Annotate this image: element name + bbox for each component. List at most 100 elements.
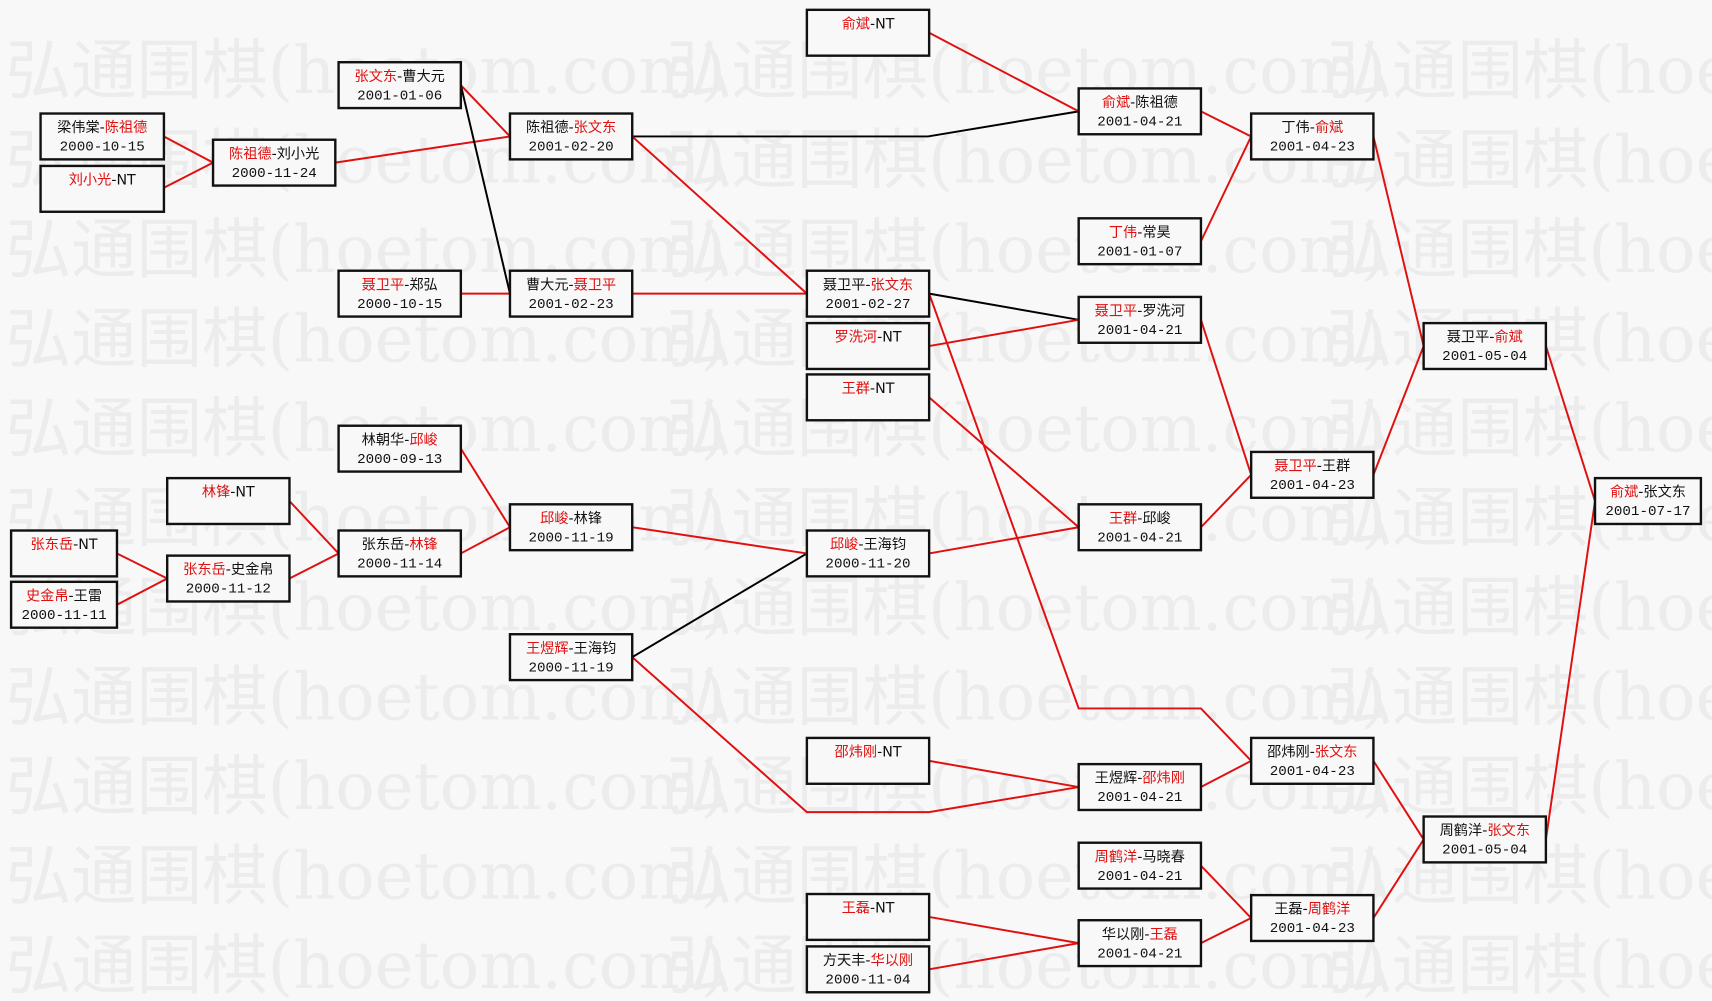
match-box[interactable]: 邵炜刚-张文东 2001-04-23 [1249,736,1375,785]
match-players: 曹大元-聂卫平 [526,277,616,293]
separator: - [1130,95,1135,111]
separator: - [100,120,105,136]
winner-connector-line [1200,319,1253,476]
player-name: 华以刚 [1102,927,1145,943]
separator: - [69,588,74,604]
match-box[interactable]: 周鹤洋-张文东 2001-05-04 [1422,815,1548,864]
match-date: 2001-02-23 [529,297,614,313]
separator: - [73,537,78,553]
match-box[interactable]: 张东岳-史金帛 2000-11-12 [165,554,291,603]
match-box[interactable]: 俞斌-陈祖德 2001-04-21 [1077,87,1203,136]
winner-connector-line [1200,759,1252,788]
player-name: 张东岳 [362,537,405,553]
match-players: 王群-邱峻 [1109,511,1171,527]
match-box[interactable]: 刘小光-NT [39,164,166,213]
match-players: 王群-NT [842,381,895,397]
player-name: 刘小光 [277,146,320,162]
winner-name: 王磊 [842,901,870,917]
match-players: 罗洗河-NT [835,330,902,346]
match-box[interactable]: 罗洗河-NT [805,321,931,371]
match-date: 2000-10-15 [357,297,442,313]
match-date: 2001-04-21 [1097,530,1182,546]
separator: - [404,432,409,448]
winner-name: 张东岳 [183,562,226,578]
match-box[interactable]: 王磊-周鹤洋 2001-04-23 [1249,893,1375,943]
player-name: NT [116,172,136,188]
winner-name: 王群 [1109,511,1137,527]
match-box[interactable]: 俞斌-张文东 2001-07-17 [1593,476,1703,526]
match-box[interactable]: 张东岳-林锋 2000-11-14 [337,529,463,578]
match-players: 林锋-NT [202,485,255,501]
winner-name: 张文东 [871,277,914,293]
match-players: 聂卫平-王群 [1274,458,1350,474]
match-box[interactable]: 林朝华-邱峻 2000-09-13 [337,424,463,473]
winner-connector-line [632,526,808,555]
watermark-text: 弘通围棋(hoetom.com) [1326,570,1712,646]
match-date: 2000-11-20 [825,557,910,573]
match-box[interactable]: 华以刚-王磊 2001-04-21 [1077,919,1203,968]
player-name: 曹大元 [402,69,445,85]
match-date: 2001-02-27 [825,297,910,313]
match-box[interactable]: 陈祖德-张文东 2001-02-20 [508,112,634,161]
match-box[interactable]: 张东岳-NT [9,529,119,578]
winner-name: 邱峻 [409,432,437,448]
match-box[interactable]: 邱峻-林锋 2000-11-19 [508,503,634,552]
match-box-frame [805,945,931,994]
separator: - [1489,330,1494,346]
winner-connector-line [928,915,1079,945]
match-box[interactable]: 王磊-NT [805,892,931,942]
player-name: NT [875,381,895,397]
match-box[interactable]: 聂卫平-王群 2001-04-23 [1249,450,1375,499]
match-box[interactable]: 梁伟棠-陈祖德 2000-10-15 [39,112,166,161]
match-box[interactable]: 王煜辉-王海钧 2000-11-19 [508,633,634,682]
match-box[interactable]: 王群-NT [805,373,931,422]
separator: - [870,901,875,917]
match-box[interactable]: 丁伟-俞斌 2001-04-23 [1249,112,1375,161]
match-box[interactable]: 王群-邱峻 2001-04-21 [1077,503,1203,552]
match-box[interactable]: 林锋-NT [165,476,291,526]
loser-connector-line [632,110,1079,138]
match-box[interactable]: 曹大元-聂卫平 2001-02-23 [508,269,634,318]
match-date: 2001-01-07 [1097,244,1182,260]
match-box-frame [508,503,634,552]
match-date: 2001-05-04 [1442,843,1527,859]
winner-connector-line [928,293,1252,762]
winner-connector-line [1372,760,1425,840]
match-box[interactable]: 张文东-曹大元 2001-01-06 [337,61,463,110]
winner-connector-line [460,84,511,138]
match-box[interactable]: 陈祖德-刘小光 2000-11-24 [211,138,337,187]
separator: - [569,641,574,657]
match-box[interactable]: 邵炜刚-NT [805,736,931,785]
match-date: 2001-04-23 [1270,478,1355,494]
match-players: 王磊-NT [842,901,895,917]
match-players: 张东岳-林锋 [362,537,438,553]
player-name: NT [875,16,895,32]
match-box[interactable]: 聂卫平-罗洗河 2001-04-21 [1077,295,1203,344]
match-players: 邵炜刚-NT [835,744,902,760]
match-box[interactable]: 聂卫平-张文东 2001-02-27 [805,269,931,318]
match-box-frame [9,529,119,578]
match-players: 聂卫平-俞斌 [1447,329,1523,346]
match-box[interactable]: 方天丰-华以刚 2000-11-04 [805,945,931,994]
match-box[interactable]: 周鹤洋-马晓春 2001-04-21 [1077,841,1203,890]
match-box[interactable]: 邱峻-王海钧 2000-11-20 [805,529,931,578]
match-box-frame [337,424,463,473]
match-players: 聂卫平-罗洗河 [1095,303,1185,319]
winner-name: 邱峻 [830,537,858,553]
match-box[interactable]: 史金帛-王雷 2000-11-11 [9,580,119,629]
match-box[interactable]: 丁伟-常昊 2001-01-07 [1077,217,1203,266]
player-name: 陈祖德 [1135,94,1178,111]
separator: - [858,537,863,553]
match-players: 王煜辉-邵炜刚 [1095,771,1185,787]
match-box[interactable]: 聂卫平-俞斌 2001-05-04 [1422,321,1548,371]
winner-name: 陈祖德 [229,145,272,162]
match-box[interactable]: 王煜辉-邵炜刚 2001-04-21 [1077,762,1203,812]
separator: - [111,172,116,188]
winner-name: 聂卫平 [1095,303,1138,319]
winner-name: 周鹤洋 [1095,849,1138,865]
match-players: 梁伟棠-陈祖德 [57,119,147,136]
match-box[interactable]: 俞斌-NT [805,8,931,57]
match-box[interactable]: 聂卫平-郑弘 2000-10-15 [337,269,463,318]
winner-name: 张文东 [1487,823,1530,839]
